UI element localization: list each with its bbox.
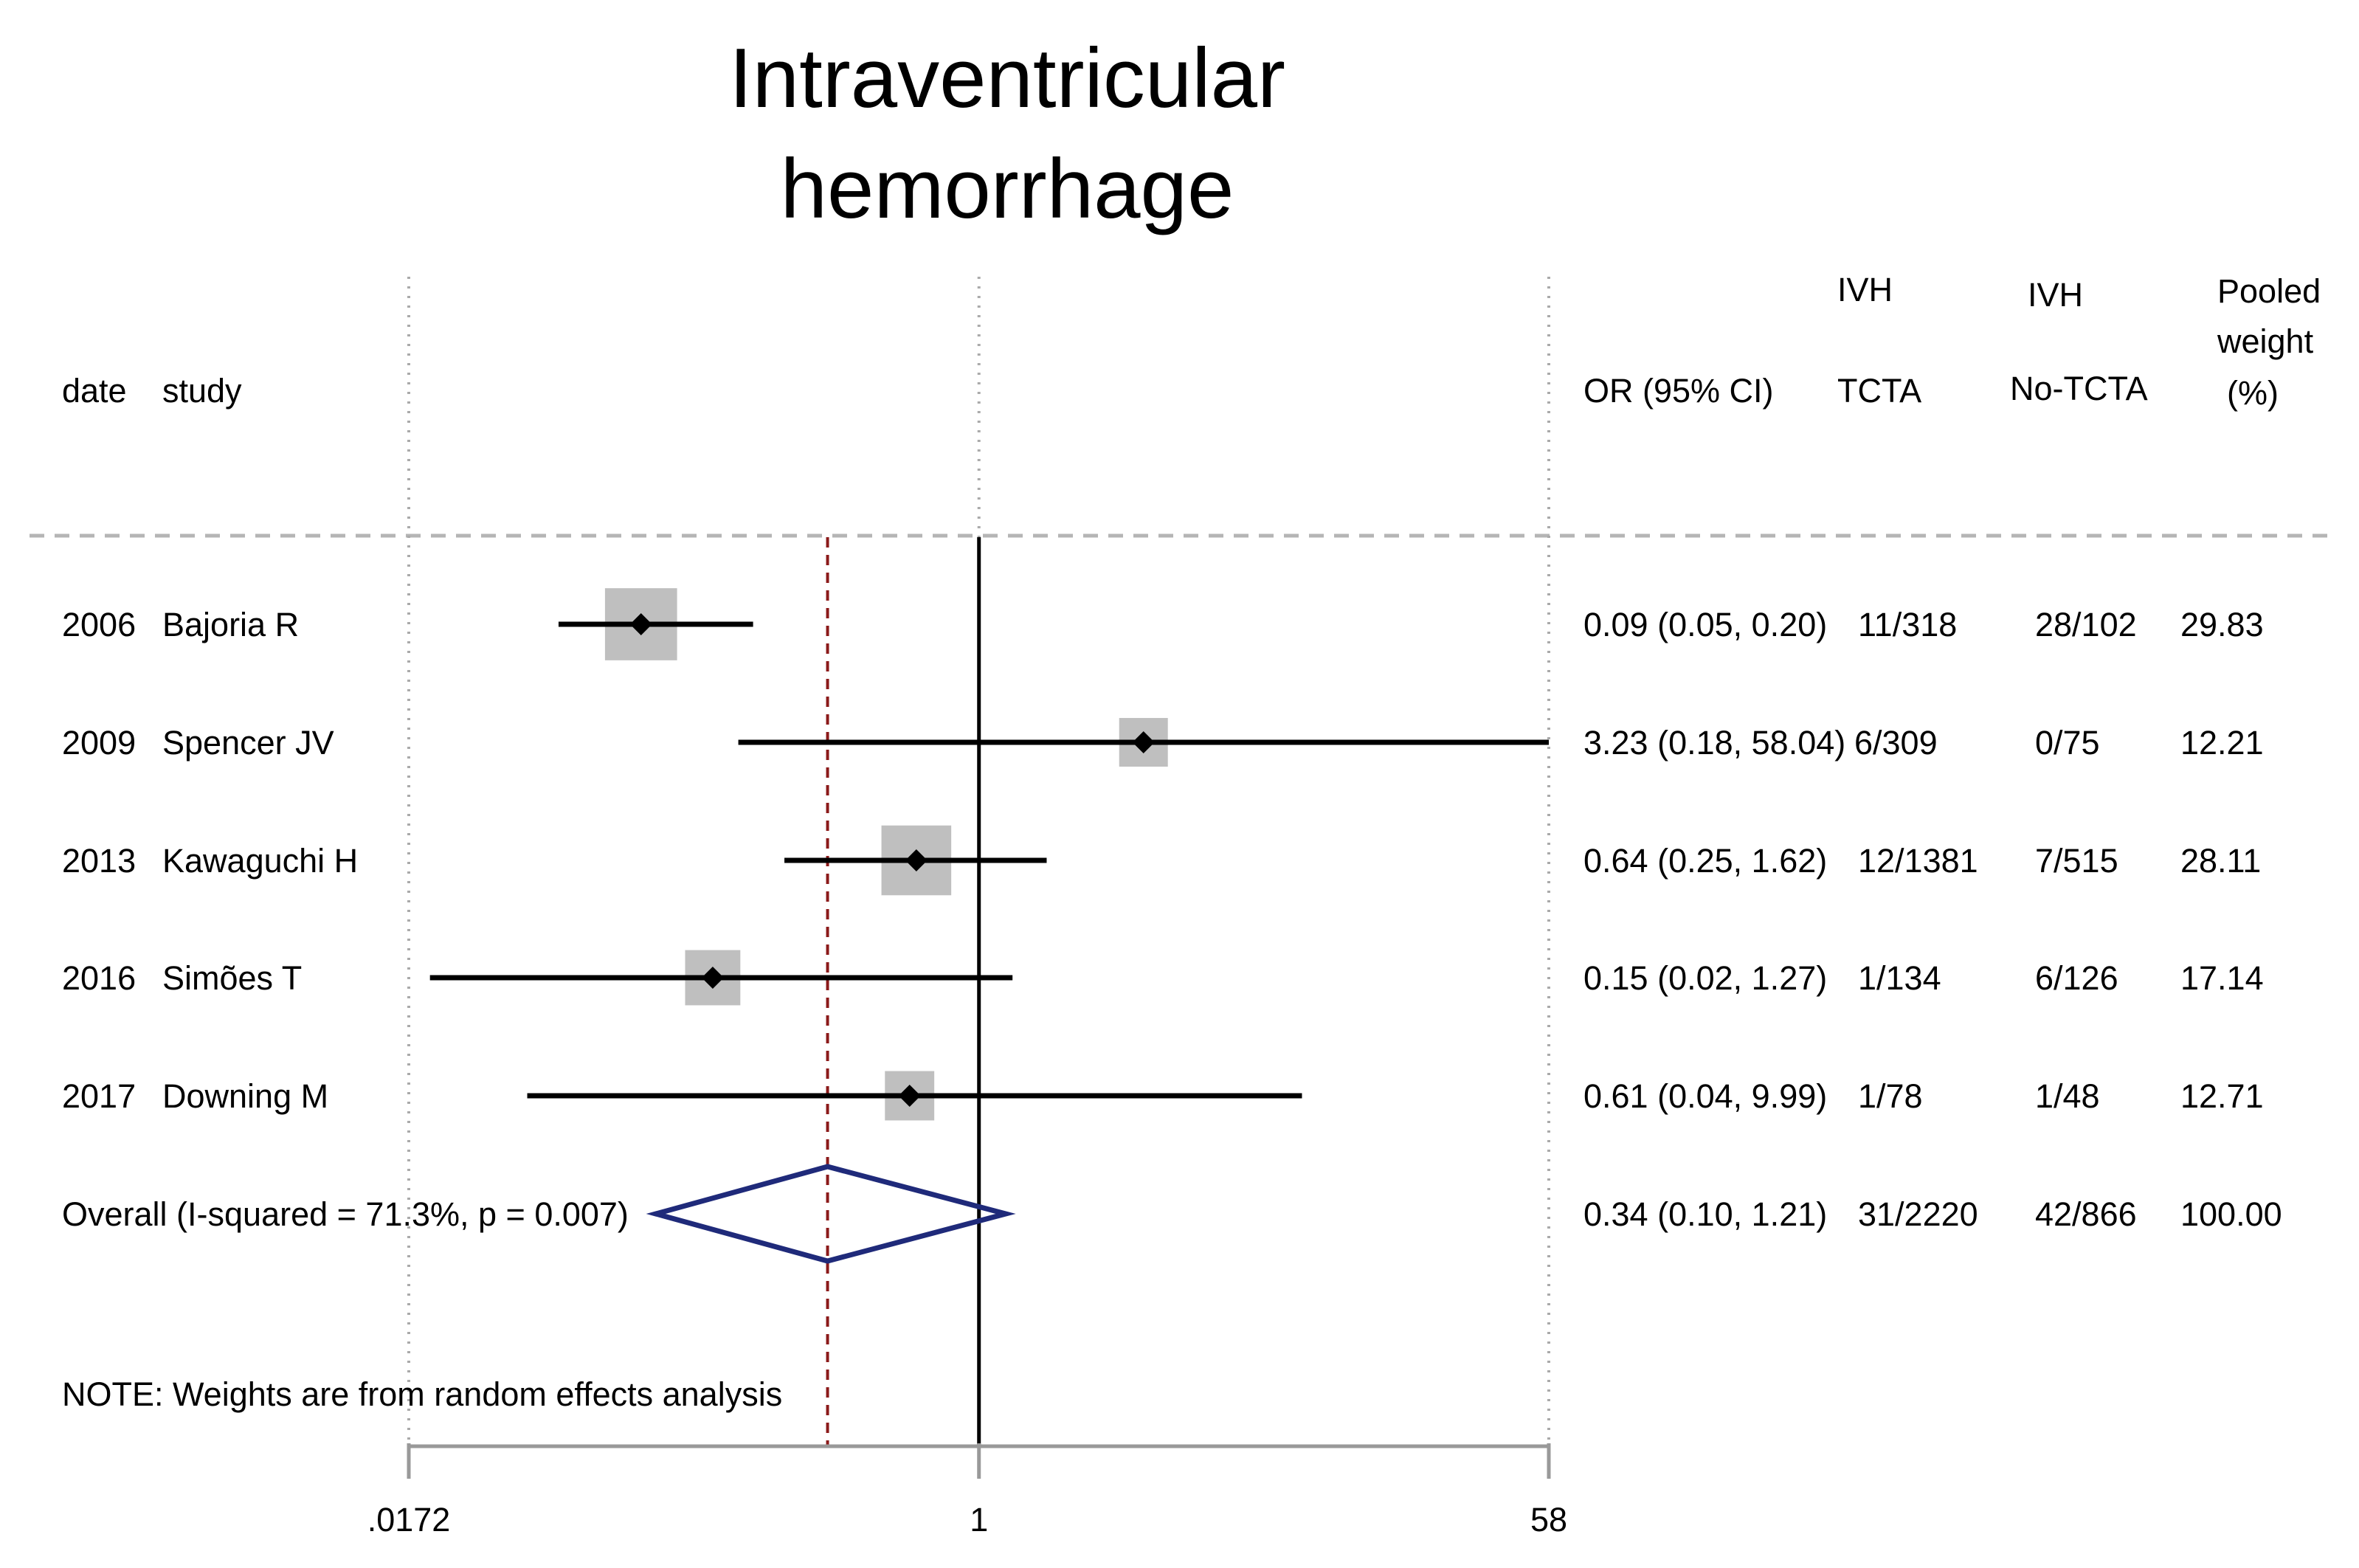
study-name: Bajoria R xyxy=(162,606,299,643)
study-name: Simões T xyxy=(162,959,302,997)
or-ci-value: 3.23 (0.18, 58.04) xyxy=(1583,724,1845,761)
tcta-count: 11/318 xyxy=(1858,606,1957,643)
point-estimate xyxy=(898,1085,921,1107)
overall-or-ci: 0.34 (0.10, 1.21) xyxy=(1583,1195,1827,1233)
notcta-count: 6/126 xyxy=(2035,959,2118,997)
study-name: Downing M xyxy=(162,1077,328,1115)
chart-grid xyxy=(407,277,1550,1446)
point-estimate xyxy=(1132,731,1155,753)
weight-value: 28.11 xyxy=(2180,842,2261,880)
header-weight-line-1: Pooled xyxy=(2217,272,2321,310)
overall-tcta: 31/2220 xyxy=(1858,1195,1978,1233)
study-row-1: 2006 Bajoria R 0.09 (0.05, 0.20) 11/318 28/1… xyxy=(62,588,2264,660)
header-tcta-top: IVH xyxy=(1837,271,1893,308)
tcta-count: 1/78 xyxy=(1858,1077,1923,1115)
study-row-3: 2013 Kawaguchi H 0.64 (0.25, 1.62) 12/1381 7… xyxy=(62,825,2261,896)
weight-value: 12.21 xyxy=(2180,724,2264,761)
header-tcta-bottom: TCTA xyxy=(1837,372,1921,410)
overall-label: Overall (I-squared = 71.3%, p = 0.007) xyxy=(62,1195,629,1233)
overall-weight: 100.00 xyxy=(2180,1195,2282,1233)
weight-value: 17.14 xyxy=(2180,959,2264,997)
header-study: study xyxy=(162,372,242,410)
x-tick-label: 1 xyxy=(970,1501,988,1538)
header-weight-line-3: (%) xyxy=(2227,374,2279,412)
notcta-count: 28/102 xyxy=(2035,606,2137,643)
note-text: NOTE: Weights are from random effects an… xyxy=(62,1375,782,1413)
chart-title-line-1: Intraventricular xyxy=(729,32,1285,125)
or-ci-value: 0.61 (0.04, 9.99) xyxy=(1583,1077,1827,1115)
x-tick-label: .0172 xyxy=(367,1501,451,1538)
tcta-count: 12/1381 xyxy=(1858,842,1978,880)
study-row-5: 2017 Downing M 0.61 (0.04, 9.99) 1/78 1/48 12… xyxy=(62,1071,2264,1121)
overall-diamond xyxy=(646,1164,1016,1264)
study-row-4: 2016 Simões T 0.15 (0.02, 1.27) 1/134 6/126 1… xyxy=(62,950,2264,1006)
tcta-count: 1/134 xyxy=(1858,959,1941,997)
or-ci-value: 0.15 (0.02, 1.27) xyxy=(1583,959,1827,997)
study-date: 2009 xyxy=(62,724,136,761)
weight-value: 12.71 xyxy=(2180,1077,2264,1115)
notcta-count: 7/515 xyxy=(2035,842,2118,880)
study-date: 2013 xyxy=(62,842,136,880)
point-estimate xyxy=(629,613,652,635)
study-date: 2017 xyxy=(62,1077,136,1115)
header-notcta-bottom: No-TCTA xyxy=(2010,370,2148,407)
tcta-count: 6/309 xyxy=(1854,724,1938,761)
point-estimate xyxy=(905,849,928,871)
notcta-count: 0/75 xyxy=(2035,724,2100,761)
notcta-count: 1/48 xyxy=(2035,1077,2100,1115)
weight-value: 29.83 xyxy=(2180,606,2264,643)
study-name: Kawaguchi H xyxy=(162,842,358,880)
study-date: 2016 xyxy=(62,959,136,997)
study-row-2: 2009 Spencer JV 3.23 (0.18, 58.04) 6/309 0/7… xyxy=(62,718,2264,767)
chart-rows: 2006 Bajoria R 0.09 (0.05, 0.20) 11/318 28/1… xyxy=(62,588,2282,1264)
header-notcta-top: IVH xyxy=(2028,276,2083,314)
header-or-ci: OR (95% CI) xyxy=(1583,372,1774,410)
or-ci-value: 0.64 (0.25, 1.62) xyxy=(1583,842,1827,880)
x-axis: .0172 1 58 xyxy=(367,1443,1567,1538)
x-tick-label: 58 xyxy=(1530,1501,1567,1538)
header-date: date xyxy=(62,372,127,410)
or-ci-value: 0.09 (0.05, 0.20) xyxy=(1583,606,1827,643)
header-weight-line-2: weight xyxy=(2217,322,2314,360)
point-estimate xyxy=(701,967,724,989)
chart-title-line-2: hemorrhage xyxy=(781,142,1234,236)
study-name: Spencer JV xyxy=(162,724,334,761)
study-date: 2006 xyxy=(62,606,136,643)
overall-notcta: 42/866 xyxy=(2035,1195,2137,1233)
overall-row: Overall (I-squared = 71.3%, p = 0.007) 0.… xyxy=(62,1164,2282,1264)
